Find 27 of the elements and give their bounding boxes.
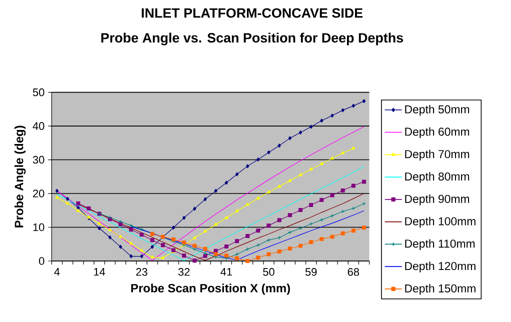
- y-tick-label: 20: [33, 190, 44, 198]
- x-tick-label: 50: [263, 268, 274, 276]
- legend-label: Depth 60mm: [405, 127, 470, 138]
- x-tick-label: 4: [54, 268, 60, 276]
- legend-label: Depth 150mm: [405, 284, 476, 295]
- legend-label: Depth 90mm: [405, 194, 470, 206]
- y-axis-title: Probe Angle (deg): [14, 126, 26, 228]
- legend-label: Depth 70mm: [405, 150, 470, 160]
- y-tick-label: 10: [33, 223, 44, 232]
- x-axis-title: Probe Scan Position X (mm): [131, 284, 290, 295]
- x-tick-label: 14: [94, 268, 106, 276]
- x-tick-label: 41: [220, 268, 232, 276]
- legend-label: Depth 50mm: [405, 105, 470, 116]
- y-tick-label: 50: [32, 88, 44, 96]
- x-tick-label: 23: [136, 268, 148, 276]
- legend-label: Depth 80mm: [405, 172, 470, 183]
- y-tick-label: 0: [39, 257, 44, 265]
- legend-label: Depth 110mm: [405, 239, 475, 250]
- x-tick-label: 59: [305, 268, 317, 276]
- chart-subtitle: Probe Angle vs. Scan Position for Deep Depths: [101, 32, 404, 46]
- legend-label: Depth 120mm: [405, 262, 476, 272]
- x-tick-label: 68: [348, 268, 360, 276]
- chart-title: INLET PLATFORM-CONCAVE SIDE: [142, 8, 363, 18]
- y-tick-label: 40: [32, 122, 44, 130]
- x-tick-label: 32: [178, 268, 190, 276]
- y-tick-label: 30: [32, 156, 44, 164]
- legend-label: Depth 100mm: [405, 216, 476, 228]
